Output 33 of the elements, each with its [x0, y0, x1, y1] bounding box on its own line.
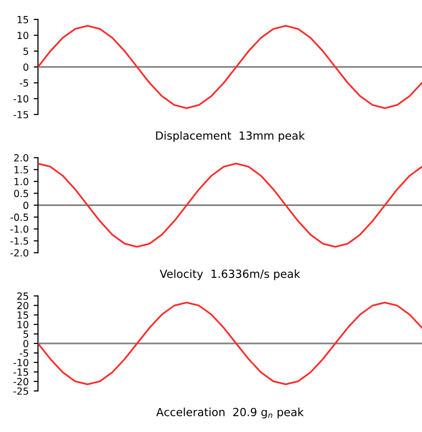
y-tick-label: -15 — [14, 368, 28, 376]
x-axis-title: Displacement 13mm peak — [156, 131, 305, 142]
y-tick-label: 0 — [23, 63, 28, 71]
y-tick-label: 5 — [24, 330, 28, 338]
y-tick-label: 0 — [23, 202, 28, 210]
line-series — [38, 162, 422, 248]
y-tick-label: -10 — [14, 95, 28, 102]
line-series — [38, 302, 422, 386]
y-tick-label: 0 — [23, 340, 28, 348]
y-tick-label: 1.5 — [14, 166, 28, 174]
y-tick-label: -15 — [14, 111, 28, 118]
y-tick-label: 15 — [18, 312, 28, 319]
y-tick-label: -1.0 — [10, 225, 28, 233]
y-tick-label: -0.5 — [10, 214, 28, 221]
y-tick-label: 5 — [24, 48, 28, 55]
y-tick-label: 2.0 — [14, 154, 28, 162]
y-tick-label: 1.0 — [14, 178, 28, 186]
y-tick-label: -2.0 — [10, 249, 28, 257]
line-series — [38, 24, 422, 109]
x-axis-title: Acceleration 20.9 g$_{n}$ peak — [156, 408, 304, 418]
y-tick-label: 25 — [17, 292, 28, 300]
y-tick-label: 15 — [18, 16, 28, 24]
y-tick-label: 10 — [18, 32, 28, 40]
y-tick-label: -1.5 — [10, 237, 28, 245]
y-tick-label: 0.5 — [14, 190, 28, 198]
y-tick-label: -20 — [14, 378, 28, 386]
y-tick-label: -5 — [20, 79, 28, 87]
x-axis-title: Velocity 1.6336m/s peak — [160, 269, 300, 280]
y-tick-label: -25 — [14, 387, 28, 395]
y-tick-label: -10 — [14, 358, 28, 366]
y-tick-label: 20 — [17, 302, 28, 310]
y-tick-label: -5 — [20, 350, 28, 357]
y-tick-label: 10 — [18, 320, 28, 328]
